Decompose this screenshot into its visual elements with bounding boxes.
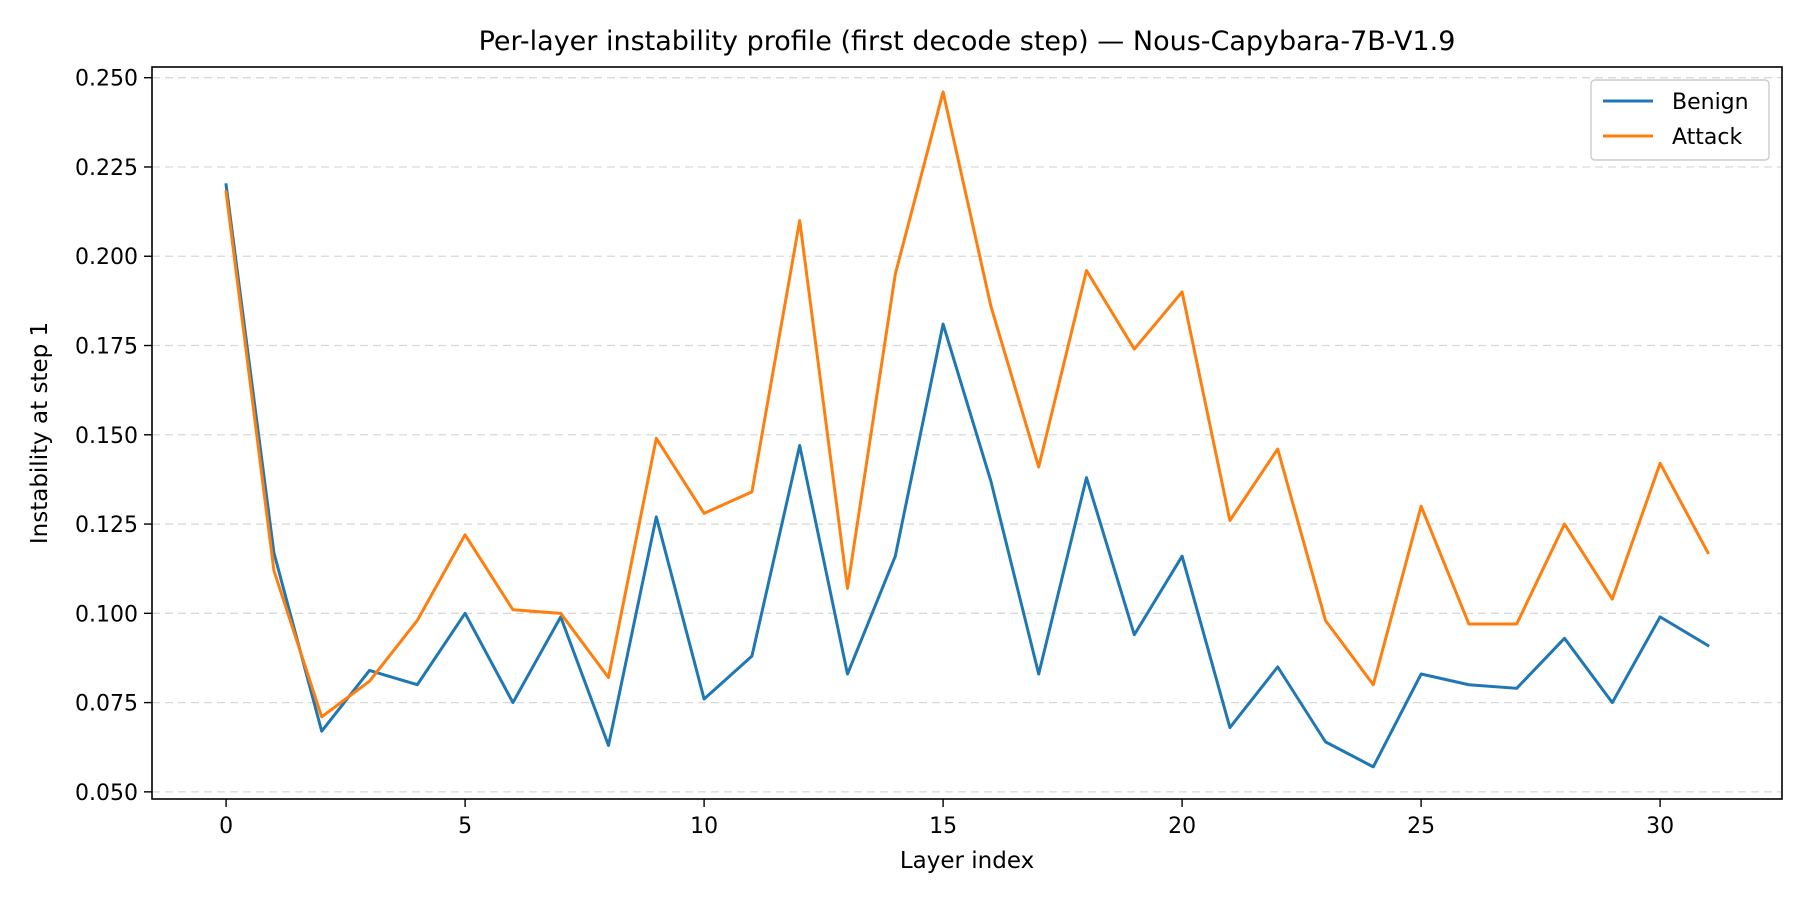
y-tick-label: 0.100 xyxy=(75,602,138,627)
y-tick-label: 0.075 xyxy=(75,692,138,717)
grid-lines xyxy=(152,77,1782,793)
y-tick-label: 0.150 xyxy=(75,424,138,449)
series-lines xyxy=(224,90,1710,769)
series-line-attack xyxy=(224,90,1710,719)
y-axis-label: Instability at step 1 xyxy=(27,322,53,544)
x-tick-label: 20 xyxy=(1168,814,1196,839)
x-tick-label: 10 xyxy=(690,814,718,839)
y-tick-label: 0.175 xyxy=(75,335,138,360)
x-tick-label: 30 xyxy=(1646,814,1674,839)
x-tick-label: 0 xyxy=(219,814,233,839)
x-tick-label: 15 xyxy=(929,814,957,839)
x-tick-label: 5 xyxy=(458,814,472,839)
x-axis-ticks: 0 5 10 15 20 25 30 xyxy=(219,799,1674,839)
y-tick-label: 0.250 xyxy=(75,67,138,92)
x-axis-label: Layer index xyxy=(900,848,1034,874)
y-tick-label: 0.200 xyxy=(75,245,138,270)
y-axis-ticks: 0.050 0.075 0.100 0.125 0.150 0.175 0.200 0.225… xyxy=(75,67,152,806)
plot-frame xyxy=(151,66,1783,800)
y-tick-label: 0.050 xyxy=(75,781,138,806)
legend: Benign Attack xyxy=(1590,79,1770,161)
y-tick-label: 0.225 xyxy=(75,156,138,181)
chart-title: Per-layer instability profile (first dec… xyxy=(479,26,1456,57)
x-tick-label: 25 xyxy=(1407,814,1435,839)
legend-benign-label: Benign xyxy=(1672,90,1749,115)
series-line-benign xyxy=(224,183,1710,769)
legend-attack-label: Attack xyxy=(1672,125,1742,150)
y-tick-label: 0.125 xyxy=(75,513,138,538)
